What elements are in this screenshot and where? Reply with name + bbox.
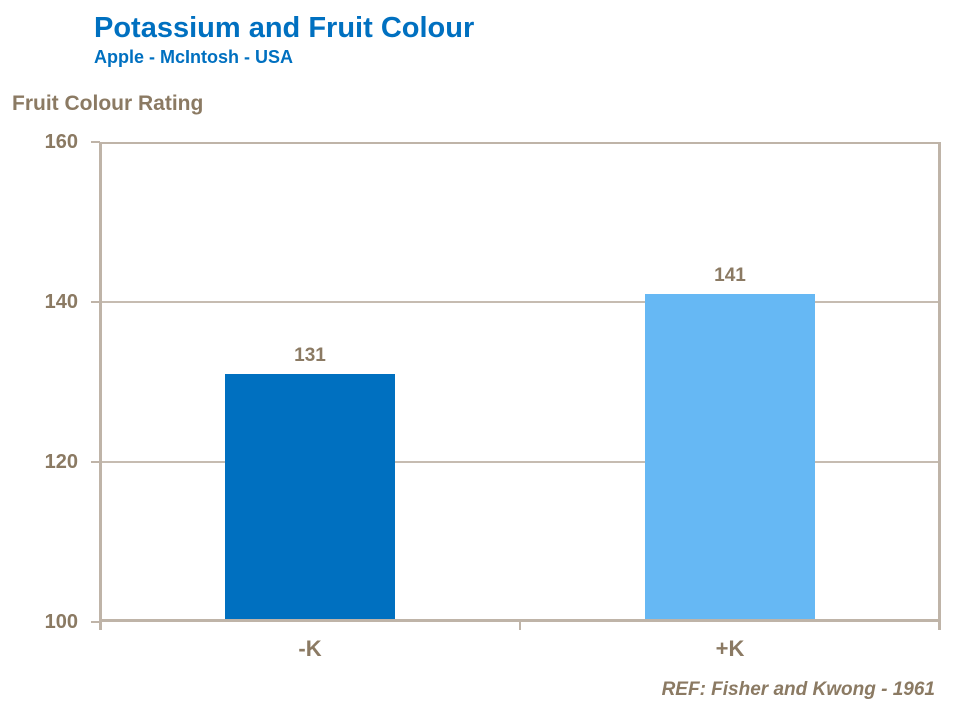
plot-area xyxy=(91,141,941,630)
category-label: -K xyxy=(298,636,322,661)
reference-text: REF: Fisher and Kwong - 1961 xyxy=(661,679,935,700)
y-axis-tick xyxy=(91,301,100,303)
plot-border-right xyxy=(938,142,941,630)
y-axis-tick xyxy=(91,461,100,463)
gridline xyxy=(100,461,940,463)
gridline xyxy=(100,301,940,303)
y-tick-label: 100 xyxy=(44,611,78,633)
bar xyxy=(645,294,815,622)
y-axis-tick xyxy=(91,141,100,143)
bar-value-label: 141 xyxy=(714,265,746,286)
y-tick-label: 160 xyxy=(44,131,78,153)
y-axis-line xyxy=(99,142,102,630)
x-axis-line xyxy=(99,619,941,622)
y-tick-label: 140 xyxy=(44,291,78,313)
category-label: +K xyxy=(715,636,745,661)
y-tick-label: 120 xyxy=(44,451,78,473)
y-axis-tick xyxy=(91,621,100,623)
chart-title: Potassium and Fruit Colour xyxy=(94,12,475,44)
chart-subtitle: Apple - McIntosh - USA xyxy=(94,47,293,67)
x-axis-tick xyxy=(519,622,521,630)
bar xyxy=(225,374,395,622)
y-axis-title: Fruit Colour Rating xyxy=(12,92,204,115)
plot-border-top xyxy=(100,142,940,144)
bar-value-label: 131 xyxy=(294,345,326,366)
